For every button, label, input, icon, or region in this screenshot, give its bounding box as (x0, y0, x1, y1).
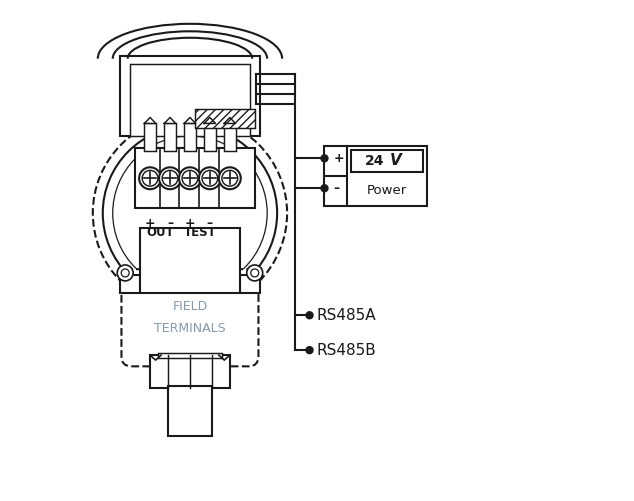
Polygon shape (164, 117, 176, 123)
Circle shape (182, 170, 198, 186)
Circle shape (202, 170, 217, 186)
Circle shape (139, 167, 161, 189)
Bar (224, 123, 236, 151)
Circle shape (321, 185, 328, 192)
Bar (184, 123, 196, 151)
Bar (130, 64, 250, 136)
Polygon shape (184, 117, 196, 123)
Text: TEST: TEST (183, 226, 216, 239)
Text: +: + (333, 152, 344, 165)
Polygon shape (204, 117, 216, 123)
Circle shape (219, 167, 241, 189)
Text: RS485A: RS485A (317, 308, 377, 323)
Text: 24: 24 (365, 154, 384, 168)
Bar (164, 123, 176, 151)
Text: TERMINALS: TERMINALS (154, 322, 226, 335)
Text: +: + (145, 217, 155, 230)
Circle shape (159, 167, 181, 189)
Bar (167, 386, 212, 436)
Circle shape (321, 155, 328, 162)
Text: OUT: OUT (146, 226, 174, 239)
Circle shape (222, 170, 238, 186)
Bar (240, 276, 260, 293)
Text: V: V (391, 153, 402, 168)
Bar (120, 56, 260, 136)
Circle shape (142, 170, 158, 186)
Bar (158, 353, 223, 358)
Circle shape (179, 167, 201, 189)
Bar (120, 276, 140, 293)
Polygon shape (145, 117, 156, 123)
Text: FIELD: FIELD (172, 300, 207, 313)
Circle shape (250, 269, 259, 277)
FancyBboxPatch shape (351, 150, 423, 172)
Text: –: – (167, 217, 173, 230)
Circle shape (247, 265, 262, 281)
Circle shape (121, 269, 129, 277)
Bar (325, 146, 427, 205)
Text: –: – (207, 217, 213, 230)
Circle shape (306, 312, 313, 319)
Text: +: + (184, 217, 195, 230)
Circle shape (103, 126, 277, 300)
Bar (140, 228, 240, 293)
Bar (195, 109, 255, 128)
Circle shape (117, 265, 133, 281)
Circle shape (162, 170, 178, 186)
Polygon shape (224, 117, 236, 123)
Text: Power: Power (366, 184, 407, 197)
Bar (135, 148, 255, 208)
Circle shape (93, 116, 287, 310)
Text: RS485B: RS485B (317, 343, 377, 358)
Circle shape (113, 136, 267, 291)
FancyBboxPatch shape (122, 269, 259, 366)
Bar (204, 123, 216, 151)
Text: –: – (333, 182, 340, 195)
Bar (150, 355, 230, 387)
Circle shape (306, 347, 313, 354)
Circle shape (199, 167, 221, 189)
Bar (145, 123, 156, 151)
